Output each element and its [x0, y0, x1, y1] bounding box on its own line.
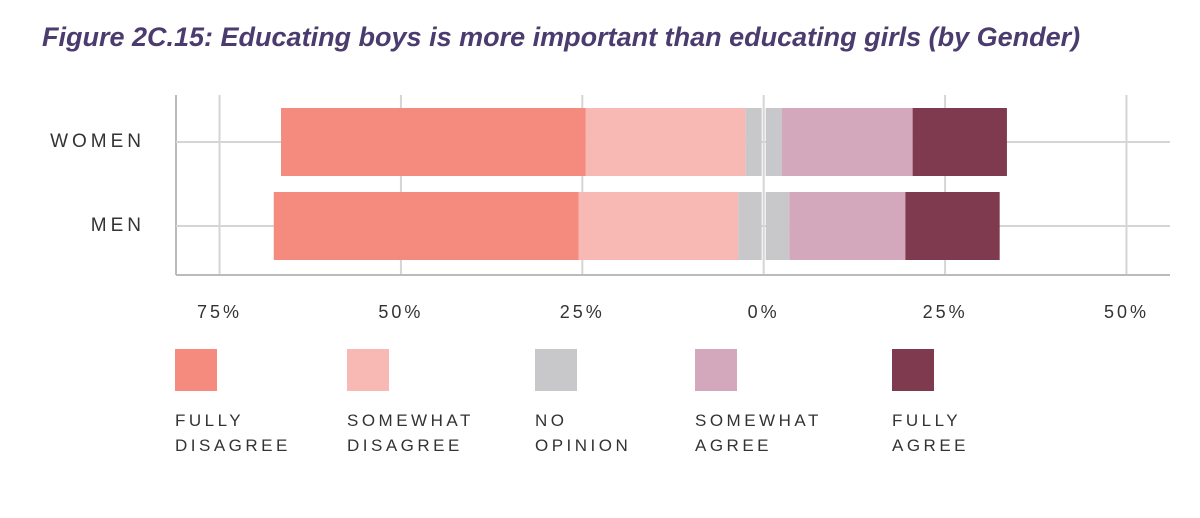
x-tick-label: 25%: [923, 302, 968, 322]
bar: [578, 192, 739, 260]
legend-label: NO OPINION: [535, 411, 632, 455]
bar: [765, 192, 790, 260]
bar: [738, 192, 762, 260]
legend-label: FULLY AGREE: [892, 411, 970, 455]
x-tick-label: 25%: [560, 302, 605, 322]
bar: [789, 192, 906, 260]
legend-label: FULLY DISAGREE: [175, 411, 291, 455]
x-tick-label: 50%: [1104, 302, 1149, 322]
legend-swatch: [347, 349, 389, 391]
bar: [912, 108, 1007, 176]
x-tick-label: 75%: [197, 302, 242, 322]
bar: [281, 108, 586, 176]
chart: 75% 50% 25% 0% 25% 50% WOMEN MEN: [50, 95, 1170, 322]
legend-swatch: [892, 349, 934, 391]
legend-swatch: [695, 349, 737, 391]
bar: [585, 108, 746, 176]
legend-swatch: [175, 349, 217, 391]
y-tick-label: MEN: [91, 215, 145, 236]
chart-title: Figure 2C.15: Educating boys is more imp…: [42, 22, 1081, 52]
legend-label: SOMEWHAT AGREE: [695, 411, 822, 455]
y-tick-label: WOMEN: [50, 131, 145, 152]
bar: [273, 192, 579, 260]
legend-label: SOMEWHAT DISAGREE: [347, 411, 474, 455]
x-tick-label: 50%: [378, 302, 423, 322]
bar: [745, 108, 762, 176]
bar: [905, 192, 1000, 260]
legend-swatch: [535, 349, 577, 391]
x-tick-label: 0%: [748, 302, 780, 322]
bar: [765, 108, 783, 176]
bar: [782, 108, 913, 176]
